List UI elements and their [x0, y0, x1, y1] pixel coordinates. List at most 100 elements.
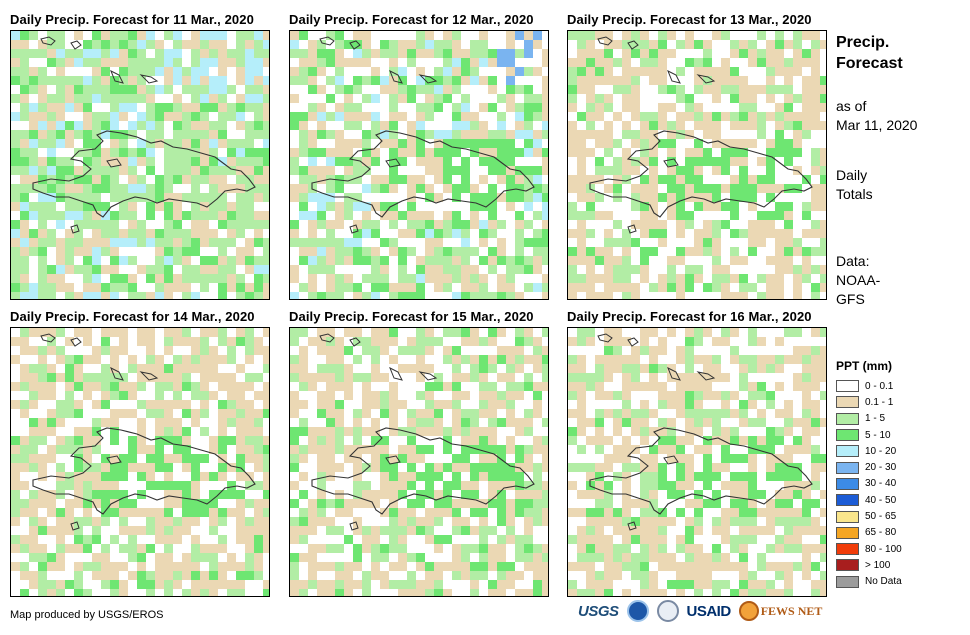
as-of-label: as of	[836, 98, 867, 114]
as-of-date: as of Mar 11, 2020	[836, 97, 917, 135]
fews-net-logo: FEWS NET	[738, 601, 823, 621]
island-outline	[349, 40, 361, 50]
forecast-map-panel	[567, 30, 827, 300]
island-outline	[627, 337, 639, 347]
legend-label: 0 - 0.1	[865, 380, 894, 392]
legend-item: 80 - 100	[836, 541, 902, 557]
data-source-line: GFS	[836, 291, 865, 307]
dhs-logo	[656, 600, 679, 622]
island-outline	[70, 337, 82, 347]
legend-item: 65 - 80	[836, 525, 902, 541]
legend-label: 20 - 30	[865, 462, 897, 474]
legend-swatch	[836, 429, 859, 442]
island-outline	[70, 224, 80, 234]
island-outline	[389, 69, 403, 84]
side-title-line: Precip.	[836, 34, 890, 51]
panel-title: Daily Precip. Forecast for 14 Mar., 2020	[10, 309, 255, 324]
legend-label: 40 - 50	[865, 494, 897, 506]
island-outline	[389, 366, 403, 381]
hispaniola-outline	[311, 427, 535, 515]
island-outline	[70, 40, 82, 50]
hispaniola-outline	[589, 427, 813, 515]
legend-swatch	[836, 412, 859, 425]
island-outline	[349, 337, 361, 347]
island-outline	[627, 521, 637, 531]
island-outline	[110, 366, 124, 381]
legend-label: 30 - 40	[865, 478, 897, 490]
data-source: Data: NOAA- GFS	[836, 252, 880, 309]
legend-label: No Data	[865, 576, 902, 588]
legend-item: 30 - 40	[836, 476, 902, 492]
precip-raster	[568, 328, 826, 596]
side-title: Precip. Forecast	[836, 32, 903, 74]
island-outline	[319, 36, 335, 46]
island-outline	[696, 371, 716, 381]
legend-swatch	[836, 494, 859, 507]
island-outline	[385, 158, 401, 168]
as-of-value: Mar 11, 2020	[836, 117, 918, 133]
legend-swatch	[836, 526, 859, 539]
panel-title: Daily Precip. Forecast for 16 Mar., 2020	[567, 309, 812, 324]
legend-label: 65 - 80	[865, 527, 897, 539]
map-credit: Map produced by USGS/EROS	[10, 609, 164, 621]
panel-title: Daily Precip. Forecast for 13 Mar., 2020	[567, 12, 812, 27]
panel-title: Daily Precip. Forecast for 11 Mar., 2020	[10, 12, 254, 27]
partner-logos: USGS USAID FEWS NET	[578, 600, 822, 622]
legend-item: 20 - 30	[836, 459, 902, 475]
fews-globe-icon	[738, 601, 759, 621]
legend-swatch	[836, 510, 859, 523]
island-outline	[385, 455, 401, 465]
precip-raster	[11, 31, 269, 299]
island-outline	[349, 521, 359, 531]
legend-swatch	[836, 477, 859, 490]
legend: PPT (mm) 0 - 0.1 0.1 - 1 1 - 5 5 - 10 10 - 2…	[836, 359, 902, 590]
legend-item: 10 - 20	[836, 443, 902, 459]
island-outline	[418, 371, 438, 381]
precip-raster	[290, 328, 548, 596]
totals-line: Daily	[836, 167, 868, 183]
legend-item: 5 - 10	[836, 427, 902, 443]
legend-item: > 100	[836, 557, 902, 573]
usaid-logo: USAID	[686, 602, 732, 620]
totals-line: Totals	[836, 186, 873, 202]
legend-item: 50 - 65	[836, 508, 902, 524]
island-outline	[627, 224, 637, 234]
forecast-map-panel	[567, 327, 827, 597]
legend-swatch	[836, 543, 859, 556]
island-outline	[696, 74, 716, 84]
fews-net-wordmark: FEWS NET	[760, 603, 823, 618]
island-outline	[40, 333, 56, 343]
island-outline	[106, 455, 122, 465]
island-outline	[349, 224, 359, 234]
island-outline	[139, 74, 159, 84]
island-outline	[319, 333, 335, 343]
forecast-map-panel	[289, 30, 549, 300]
hispaniola-outline	[32, 130, 256, 218]
legend-label: 10 - 20	[865, 445, 897, 457]
legend-label: 50 - 65	[865, 511, 897, 523]
island-outline	[663, 455, 679, 465]
island-outline	[663, 158, 679, 168]
forecast-map-panel	[10, 30, 270, 300]
island-outline	[667, 69, 681, 84]
island-outline	[418, 74, 438, 84]
legend-item: 0.1 - 1	[836, 394, 902, 410]
precip-raster	[290, 31, 548, 299]
noaa-logo	[626, 600, 649, 622]
legend-item: 0 - 0.1	[836, 378, 902, 394]
island-outline	[597, 36, 613, 46]
precip-raster	[568, 31, 826, 299]
island-outline	[139, 371, 159, 381]
legend-swatch	[836, 461, 859, 474]
totals-note: Daily Totals	[836, 166, 873, 204]
legend-title: PPT (mm)	[836, 359, 893, 373]
hispaniola-outline	[32, 427, 256, 515]
hispaniola-outline	[311, 130, 535, 218]
legend-label: 80 - 100	[865, 543, 902, 555]
side-title-line: Forecast	[836, 55, 903, 72]
data-source-line: Data:	[836, 253, 870, 269]
legend-item: 1 - 5	[836, 411, 902, 427]
island-outline	[70, 521, 80, 531]
legend-item: No Data	[836, 574, 902, 590]
island-outline	[40, 36, 56, 46]
